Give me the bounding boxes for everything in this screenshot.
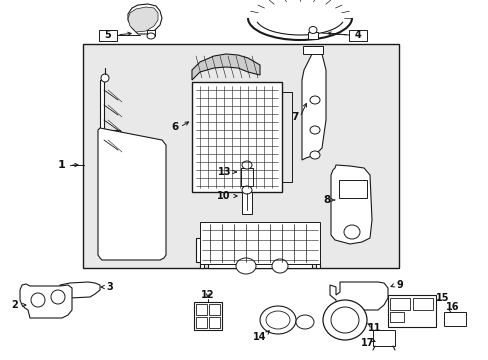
- Polygon shape: [128, 4, 162, 34]
- Bar: [412, 298, 432, 310]
- Polygon shape: [302, 48, 325, 160]
- Ellipse shape: [51, 290, 65, 304]
- Text: 13: 13: [218, 167, 231, 177]
- Ellipse shape: [242, 186, 251, 194]
- Polygon shape: [196, 238, 319, 268]
- Bar: [303, 46, 323, 54]
- Ellipse shape: [147, 33, 155, 39]
- Text: 14: 14: [253, 332, 266, 342]
- Bar: [348, 30, 366, 41]
- Polygon shape: [329, 282, 387, 310]
- Bar: [443, 312, 465, 326]
- Bar: [307, 32, 317, 39]
- Bar: [208, 304, 220, 315]
- Ellipse shape: [343, 225, 359, 239]
- Polygon shape: [330, 165, 371, 244]
- Text: 10: 10: [217, 191, 230, 201]
- Ellipse shape: [260, 306, 295, 334]
- Polygon shape: [60, 282, 100, 298]
- Bar: [338, 180, 366, 198]
- Ellipse shape: [309, 126, 319, 134]
- Bar: [99, 30, 117, 41]
- Polygon shape: [98, 128, 165, 260]
- Ellipse shape: [265, 311, 289, 329]
- Text: 8: 8: [323, 195, 330, 205]
- Bar: [192, 82, 282, 192]
- Bar: [387, 295, 435, 327]
- Bar: [241, 168, 252, 186]
- Ellipse shape: [295, 315, 313, 329]
- Ellipse shape: [323, 300, 366, 340]
- Bar: [372, 330, 394, 346]
- Ellipse shape: [101, 74, 109, 82]
- Text: 17: 17: [361, 338, 374, 348]
- Text: 7: 7: [291, 112, 298, 122]
- Polygon shape: [192, 54, 260, 80]
- Bar: [83, 44, 398, 268]
- Text: 5: 5: [104, 30, 111, 40]
- Bar: [389, 298, 409, 310]
- Text: 3: 3: [106, 282, 113, 292]
- Bar: [196, 317, 206, 328]
- Bar: [242, 192, 251, 214]
- Bar: [200, 222, 319, 264]
- Text: 4: 4: [354, 30, 361, 40]
- Polygon shape: [128, 7, 158, 32]
- Text: 2: 2: [12, 300, 19, 310]
- Ellipse shape: [309, 96, 319, 104]
- Ellipse shape: [330, 307, 358, 333]
- Ellipse shape: [308, 27, 316, 33]
- Ellipse shape: [242, 161, 251, 169]
- Text: 1: 1: [58, 160, 66, 170]
- Ellipse shape: [236, 258, 256, 274]
- Text: 6: 6: [171, 122, 178, 132]
- Ellipse shape: [309, 151, 319, 159]
- Bar: [389, 312, 403, 322]
- Ellipse shape: [31, 293, 45, 307]
- Text: 15: 15: [435, 293, 449, 303]
- Polygon shape: [100, 80, 120, 180]
- Text: 12: 12: [201, 290, 214, 300]
- Text: 11: 11: [367, 323, 381, 333]
- Bar: [194, 302, 222, 330]
- Bar: [208, 317, 220, 328]
- Polygon shape: [20, 284, 72, 318]
- Ellipse shape: [271, 259, 287, 273]
- Bar: [147, 30, 155, 36]
- Bar: [196, 304, 206, 315]
- Text: 16: 16: [446, 302, 459, 312]
- Text: 9: 9: [396, 280, 403, 290]
